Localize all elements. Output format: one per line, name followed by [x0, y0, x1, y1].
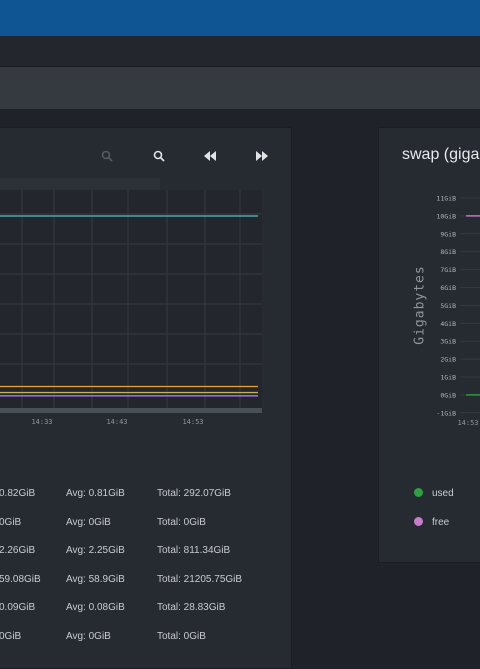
stat-total-2: Total: 811.34GiB [157, 545, 231, 556]
y-tick-label: 6GiB [440, 284, 456, 292]
time-range-bar [0, 408, 262, 413]
top-navigation-bar [0, 0, 480, 36]
y-tick-label: 8GiB [440, 248, 456, 256]
x-tick-label: 14:33 [31, 418, 52, 426]
stat-max-4: 0.09GiB [0, 602, 36, 613]
stat-total-5: Total: 0GiB [157, 631, 206, 642]
legend-free-swatch [414, 517, 423, 526]
stat-max-5: 0GiB [0, 631, 22, 642]
legend-used-swatch [414, 488, 423, 497]
stat-total-0: Total: 292.07GiB [157, 488, 231, 499]
y-tick-label: 5GiB [440, 302, 456, 310]
stat-avg-2: Avg: 2.25GiB [66, 545, 125, 556]
swap-panel [378, 127, 480, 563]
legend-free-label[interactable]: free [432, 517, 450, 528]
fast-forward-icon[interactable] [251, 146, 273, 166]
legend-used-label[interactable]: used [432, 488, 454, 499]
stat-avg-4: Avg: 0.08GiB [66, 602, 125, 613]
sub-navigation-bar [0, 36, 480, 67]
stat-avg-0: Avg: 0.81GiB [66, 488, 125, 499]
y-tick-label: 2GiB [440, 356, 456, 364]
x-tick-label: 14:53 [457, 419, 478, 427]
y-tick-label: 7GiB [440, 266, 456, 274]
y-tick-label: -1GiB [436, 409, 456, 417]
stat-avg-3: Avg: 58.9GiB [66, 574, 125, 585]
stat-max-0: 0.82GiB [0, 488, 36, 499]
y-tick-label: 3GiB [440, 338, 456, 346]
stat-total-4: Total: 28.83GiB [157, 602, 226, 613]
stat-avg-1: Avg: 0GiB [66, 517, 111, 528]
y-tick-label: 1GiB [440, 374, 456, 382]
y-tick-label: 4GiB [440, 320, 456, 328]
swap-chart: 11GiB 10GiB 9GiB 8GiB 7GiB 6GiB 5GiB 4GiB 3GiB 2G… [436, 195, 480, 427]
zoom-out-icon[interactable] [96, 146, 118, 166]
zoom-in-icon[interactable] [148, 146, 170, 166]
stat-max-2: 2.26GiB [0, 545, 36, 556]
stat-total-1: Total: 0GiB [157, 517, 206, 528]
stat-total-3: Total: 21205.75GiB [157, 574, 243, 585]
y-tick-label: 9GiB [440, 230, 456, 238]
stat-max-1: 0GiB [0, 517, 22, 528]
stat-avg-5: Avg: 0GiB [66, 631, 111, 642]
swap-panel-title: swap (giga [402, 146, 480, 163]
y-tick-label: 0GiB [440, 391, 456, 399]
chart-header-strip [0, 178, 160, 190]
x-tick-label: 14:43 [106, 418, 127, 426]
dashboard-toolbar [0, 67, 480, 109]
rewind-icon[interactable] [199, 146, 221, 166]
plot-area [0, 190, 262, 410]
stat-max-3: 59.08GiB [0, 574, 41, 585]
memory-chart: 14:33 14:43 14:53 [0, 178, 262, 426]
y-tick-label: 11GiB [436, 195, 456, 203]
y-tick-label: 10GiB [436, 212, 456, 220]
x-tick-label: 14:53 [182, 418, 203, 426]
